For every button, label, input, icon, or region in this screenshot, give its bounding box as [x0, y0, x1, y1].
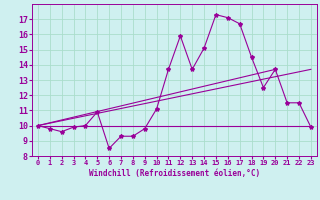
X-axis label: Windchill (Refroidissement éolien,°C): Windchill (Refroidissement éolien,°C) — [89, 169, 260, 178]
